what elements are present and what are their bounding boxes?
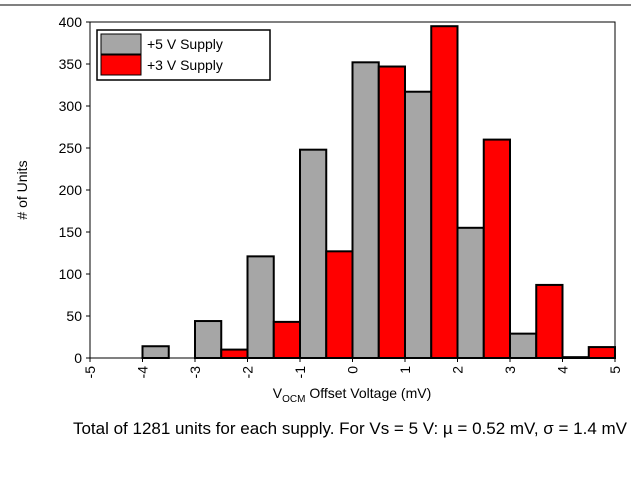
- y-axis-label: # of Units: [14, 160, 30, 219]
- bar: [404, 90, 433, 359]
- x-tick-label: 4: [555, 366, 571, 374]
- x-tick-label: -4: [135, 366, 151, 379]
- x-tick-label: 0: [345, 366, 361, 374]
- x-label-sub: OCM: [282, 394, 305, 405]
- bar: [377, 65, 406, 360]
- x-tick-label: -1: [292, 366, 308, 379]
- bar: [456, 226, 485, 359]
- legend-swatch: [100, 54, 142, 76]
- y-tick-label: 200: [59, 182, 83, 198]
- x-tick-label: -3: [187, 366, 203, 379]
- x-axis-label: VOCM Offset Voltage (mV): [273, 385, 431, 405]
- y-tick-label: 50: [66, 308, 82, 324]
- y-tick-label: 250: [59, 140, 83, 156]
- y-tick-label: 150: [59, 224, 83, 240]
- y-tick-label: 0: [74, 350, 82, 366]
- y-tick-label: 350: [59, 56, 83, 72]
- x-tick-label: 1: [397, 366, 413, 374]
- bar: [272, 320, 301, 360]
- x-tick-label: 5: [607, 366, 623, 374]
- bar: [325, 250, 354, 360]
- x-label-rest: Offset Voltage (mV): [305, 385, 431, 401]
- legend-swatch: [100, 33, 142, 55]
- bar: [351, 61, 380, 359]
- bar: [141, 345, 170, 359]
- chart: # of Units VOCM Offset Voltage (mV) 0501…: [0, 4, 631, 405]
- bar: [535, 283, 564, 360]
- y-tick-label: 300: [59, 98, 83, 114]
- bar: [509, 332, 538, 360]
- bar: [430, 25, 459, 359]
- y-tick-label: 400: [59, 14, 83, 30]
- x-tick-label: 2: [450, 366, 466, 374]
- plot-frame: [89, 21, 616, 359]
- bar: [482, 138, 511, 359]
- x-tick-label: -2: [240, 366, 256, 379]
- legend-label: +5 V Supply: [147, 36, 223, 52]
- x-label-main: V: [273, 385, 283, 401]
- bar: [299, 148, 328, 359]
- x-tick-label: -5: [82, 366, 98, 379]
- caption: Total of 1281 units for each supply. For…: [72, 419, 628, 438]
- bar: [587, 346, 616, 359]
- bar: [194, 320, 223, 360]
- bar: [246, 255, 275, 359]
- bar: [220, 348, 249, 360]
- y-tick-label: 100: [59, 266, 83, 282]
- legend-label: +3 V Supply: [147, 57, 223, 73]
- x-tick-label: 3: [502, 366, 518, 374]
